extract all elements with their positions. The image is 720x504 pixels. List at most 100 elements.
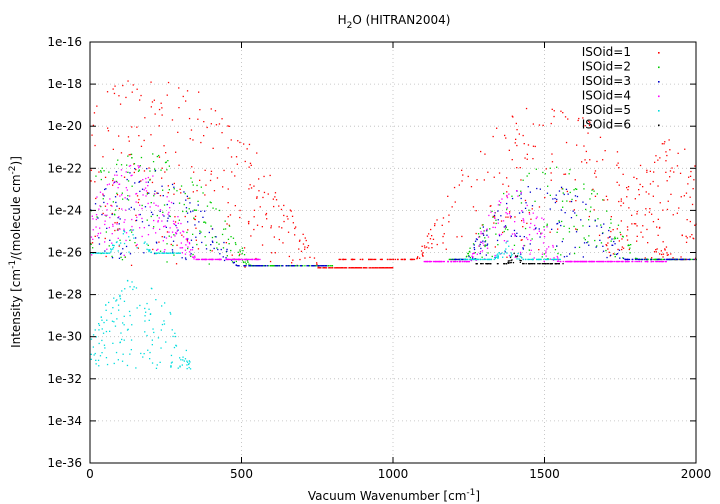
data-point (234, 258, 236, 261)
data-point (126, 279, 129, 282)
data-point (522, 226, 524, 228)
y-tick-label: 1e-36 (47, 456, 82, 470)
data-point (121, 290, 123, 292)
data-point (340, 267, 342, 269)
data-point (664, 258, 666, 261)
data-point (177, 367, 179, 369)
data-point (153, 226, 155, 228)
data-point (683, 258, 685, 261)
data-point (144, 206, 147, 208)
data-point (232, 258, 234, 261)
data-point (186, 241, 189, 243)
data-point (508, 254, 511, 257)
data-point (138, 198, 140, 201)
data-point (559, 260, 561, 263)
data-point (211, 240, 214, 242)
data-point (91, 215, 93, 217)
data-point (222, 186, 224, 188)
data-point (585, 150, 587, 153)
data-point (392, 258, 395, 261)
data-point (659, 253, 661, 255)
data-point (150, 211, 153, 213)
data-point (627, 260, 629, 263)
data-point (145, 311, 147, 313)
data-point (530, 218, 532, 220)
data-point (239, 258, 242, 261)
data-point (661, 143, 663, 145)
data-point (172, 244, 174, 247)
data-point (278, 265, 280, 267)
data-point (159, 361, 161, 363)
data-point (276, 265, 278, 267)
data-point (173, 193, 175, 195)
data-point (165, 226, 167, 228)
data-point (558, 220, 560, 222)
data-point (95, 218, 97, 221)
data-point (556, 260, 559, 262)
data-point (474, 258, 476, 260)
data-point (144, 187, 147, 189)
data-point (375, 267, 377, 269)
data-point (212, 258, 214, 261)
data-point (497, 257, 499, 259)
data-point (224, 228, 227, 230)
data-point (296, 265, 298, 267)
data-point (423, 260, 425, 263)
data-point (523, 219, 525, 221)
data-point (626, 258, 629, 261)
data-point (604, 260, 606, 263)
data-point (602, 250, 605, 252)
data-point (92, 229, 94, 231)
data-point (497, 256, 499, 258)
data-point (609, 260, 611, 263)
data-point (505, 212, 507, 214)
data-point (118, 309, 120, 311)
data-point (351, 258, 353, 261)
data-point (218, 258, 221, 261)
data-point (117, 159, 119, 161)
data-point (497, 244, 499, 246)
data-point (610, 218, 612, 221)
data-point (651, 213, 653, 215)
data-point (150, 202, 152, 204)
data-point (230, 249, 232, 252)
data-point (607, 260, 609, 263)
data-point (196, 243, 198, 246)
data-point (193, 258, 195, 260)
data-point (97, 232, 99, 235)
data-point (455, 260, 457, 263)
data-point (512, 262, 515, 264)
data-point (463, 260, 466, 263)
data-point (557, 252, 559, 255)
data-point (299, 239, 301, 241)
data-point (243, 143, 245, 145)
data-point (625, 260, 628, 263)
data-point (247, 221, 250, 223)
data-point (129, 229, 131, 232)
data-point (321, 265, 324, 267)
data-point (180, 242, 182, 244)
data-point (143, 189, 145, 191)
data-point (126, 178, 128, 181)
data-point (119, 253, 122, 255)
data-point (177, 216, 179, 218)
data-point (508, 212, 511, 215)
data-point (602, 159, 604, 161)
data-point (161, 305, 163, 307)
data-point (657, 218, 659, 220)
data-point (575, 200, 577, 202)
data-point (484, 153, 486, 155)
data-point (528, 263, 531, 265)
data-point (105, 357, 108, 359)
data-point (186, 360, 188, 362)
data-point (394, 258, 397, 261)
data-point (318, 267, 320, 269)
data-point (283, 220, 285, 223)
data-point (109, 216, 111, 219)
data-point (504, 134, 506, 137)
data-point (166, 203, 168, 206)
data-point (588, 120, 590, 122)
data-point (510, 259, 512, 262)
data-point (189, 368, 192, 370)
data-point (111, 212, 113, 215)
